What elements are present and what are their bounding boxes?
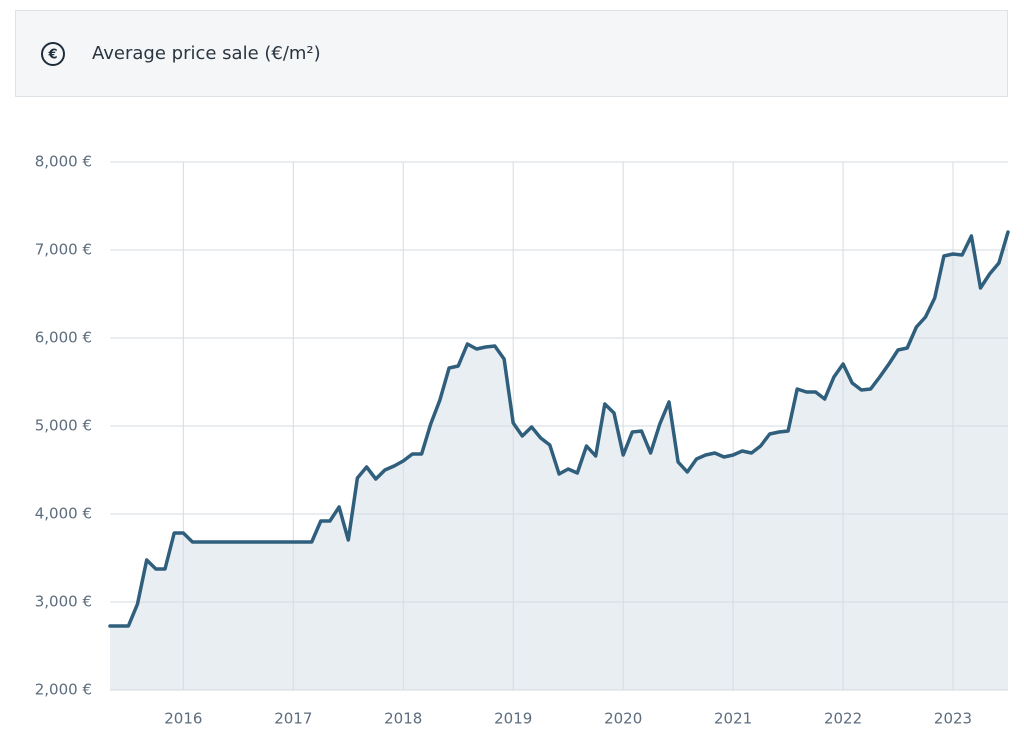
- header-title: Average price sale (€/m²): [92, 43, 321, 64]
- price-line: [108, 230, 1010, 628]
- y-tick-label: 6,000 €: [35, 329, 92, 347]
- x-tick-label: 2022: [824, 710, 862, 728]
- icon-glyph: €: [47, 48, 57, 63]
- y-tick-label: 5,000 €: [35, 417, 92, 435]
- y-tick-label: 3,000 €: [35, 593, 92, 611]
- x-tick-label: 2020: [604, 710, 642, 728]
- x-tick-label: 2023: [934, 710, 972, 728]
- x-tick-label: 2018: [384, 710, 422, 728]
- x-tick-label: 2021: [714, 710, 752, 728]
- x-tick-label: 2016: [164, 710, 202, 728]
- x-tick-label: 2017: [274, 710, 312, 728]
- y-tick-label: 8,000 €: [35, 153, 92, 171]
- y-tick-label: 7,000 €: [35, 241, 92, 259]
- y-tick-label: 4,000 €: [35, 505, 92, 523]
- euro-icon: [41, 42, 65, 66]
- y-tick-label: 2,000 €: [35, 681, 92, 699]
- area-fill: [110, 232, 1008, 690]
- header-box: [15, 10, 1008, 97]
- x-tick-label: 2019: [494, 710, 532, 728]
